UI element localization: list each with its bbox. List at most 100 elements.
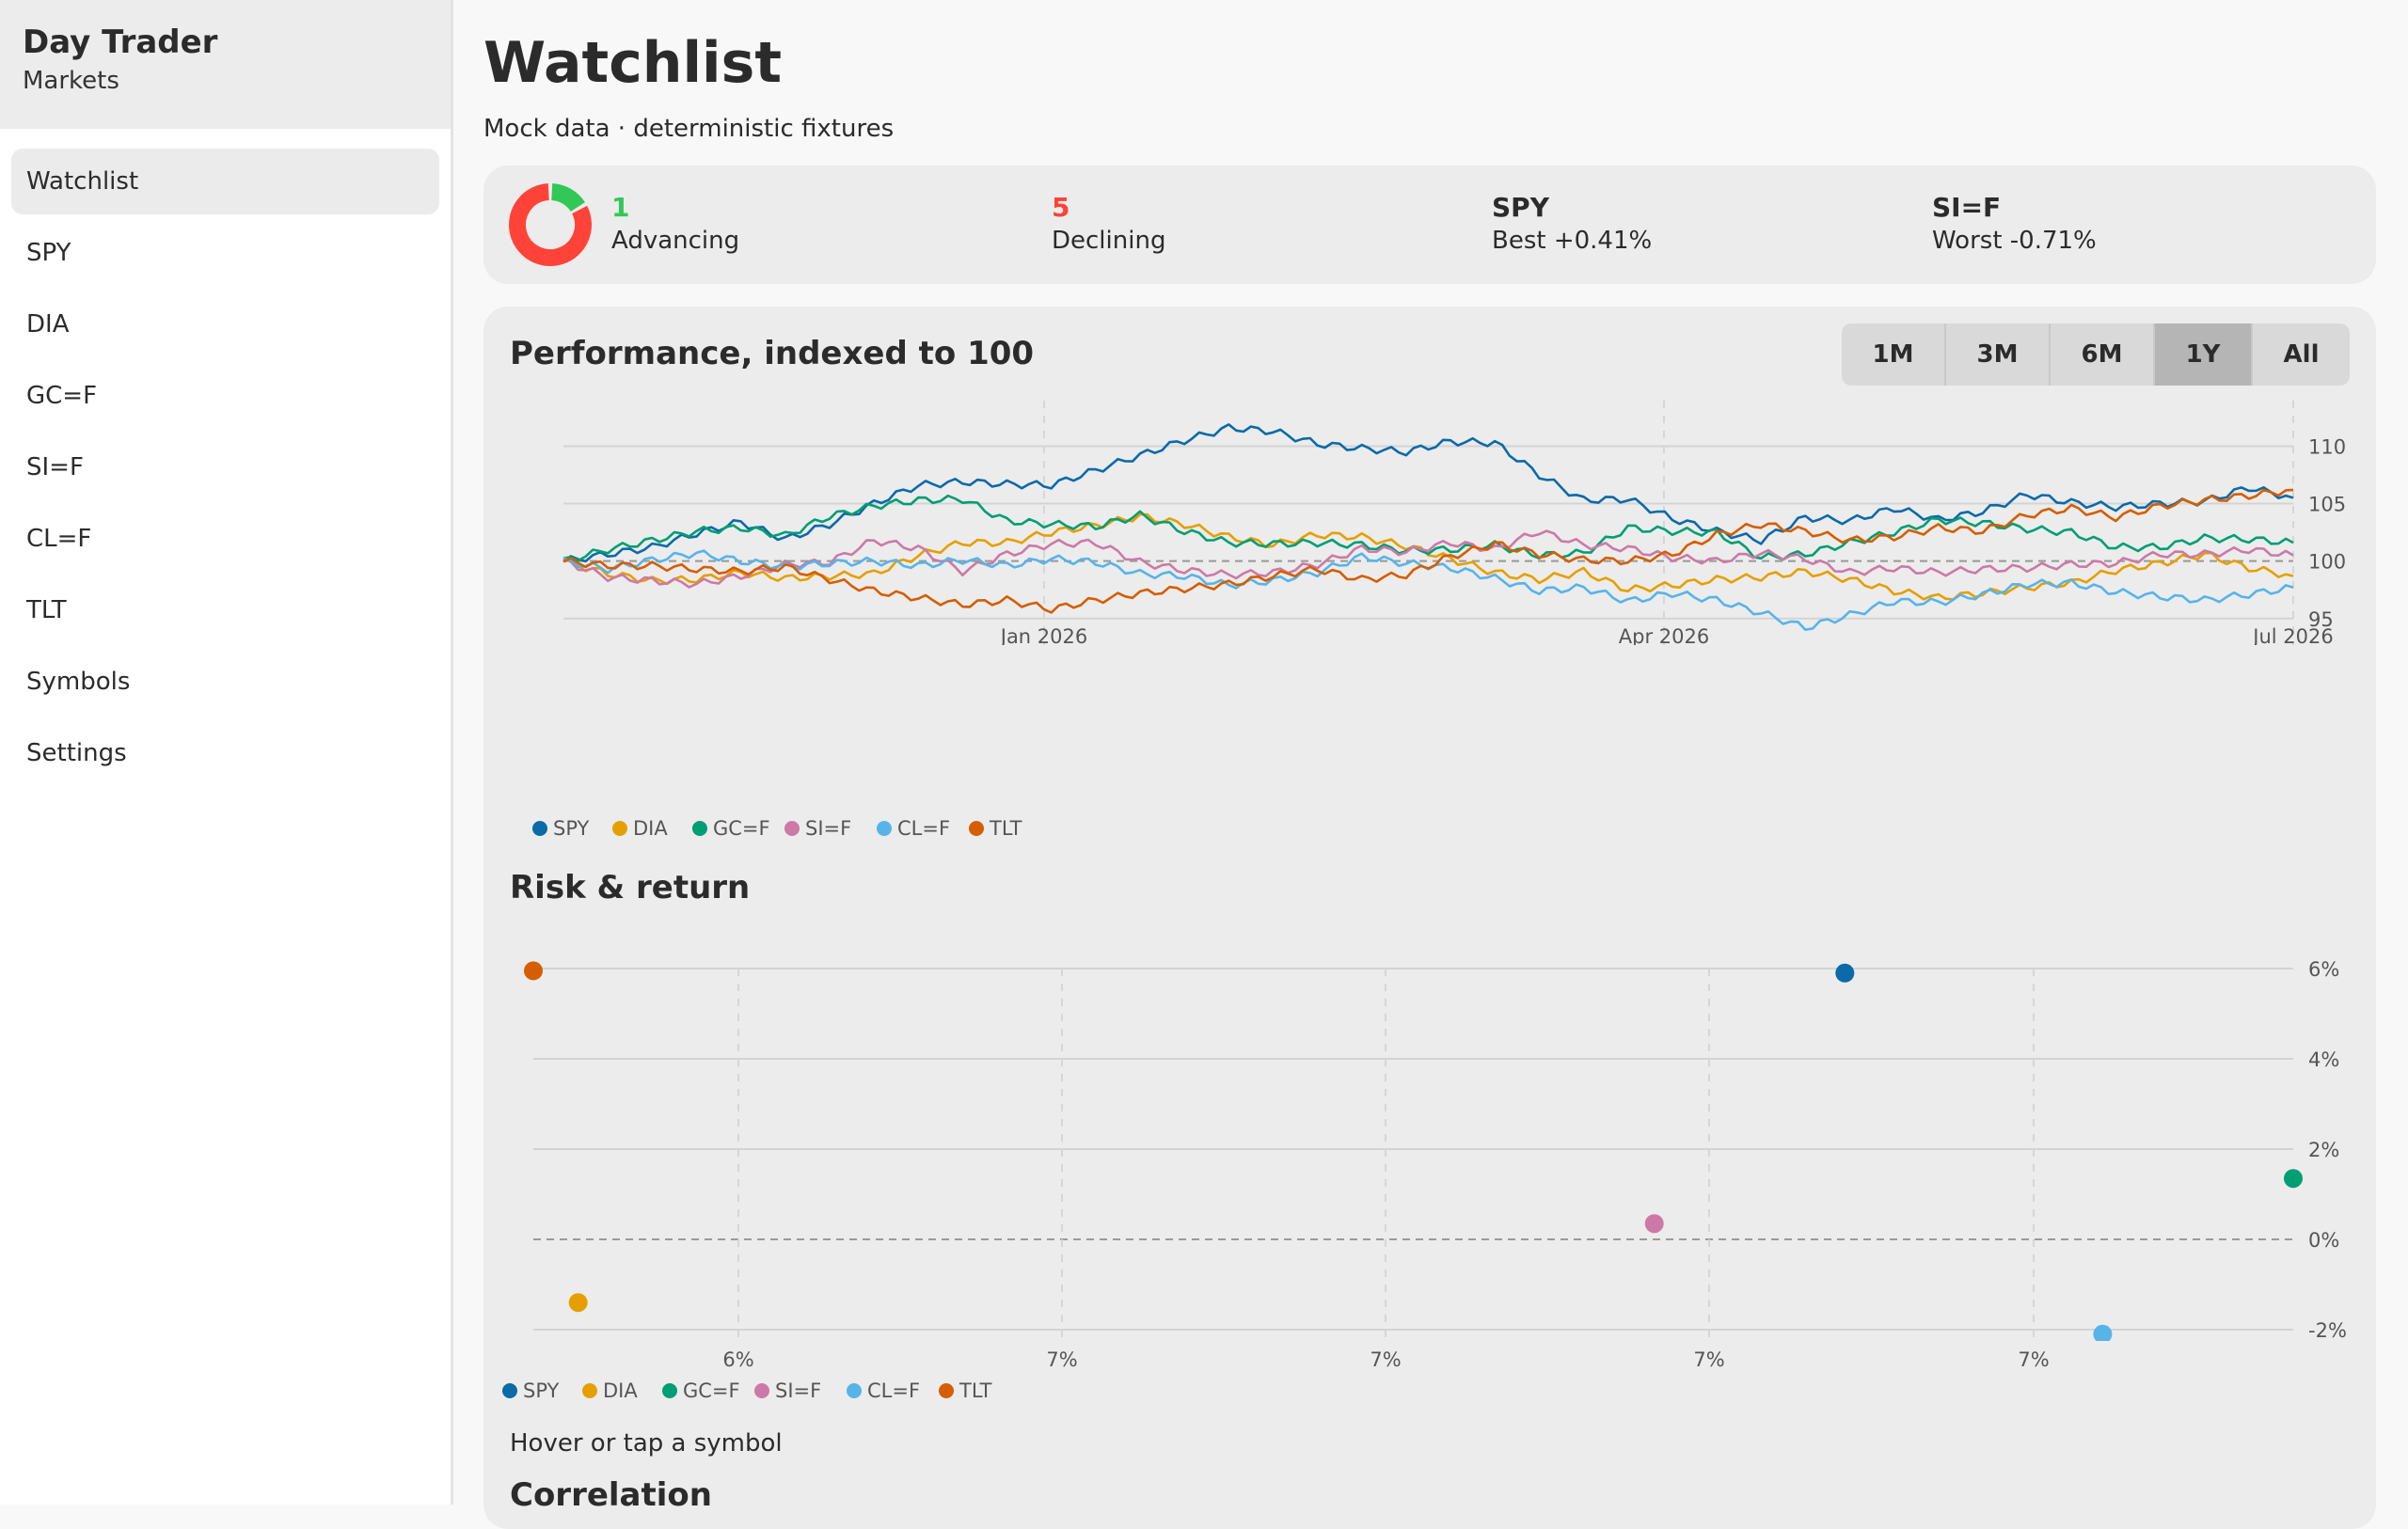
- performance-title: Performance, indexed to 100: [510, 335, 1035, 372]
- market-summary: 1 Advancing 5 Declining SPY Best +0.41% …: [483, 166, 2376, 284]
- perf-y-tick-label: 95: [2308, 608, 2334, 631]
- best-stat[interactable]: SPY Best +0.41%: [1492, 192, 1652, 258]
- range-6m-button[interactable]: 6M: [2051, 323, 2156, 386]
- sidebar-item-gc[interactable]: GC=F: [26, 382, 98, 410]
- risk-return-legend: SPY DIA GC=F SI=F CL=F TLT: [502, 1379, 992, 1402]
- performance-legend: SPY DIA GC=F SI=F CL=F TLT: [532, 817, 1022, 840]
- range-1y-button[interactable]: 1Y: [2155, 323, 2254, 386]
- range-selector: 1M 3M 6M 1Y All: [1842, 323, 2350, 386]
- hover-hint: Hover or tap a symbol: [510, 1429, 783, 1458]
- risk-y-tick-label: 0%: [2308, 1229, 2339, 1252]
- charts-card: Performance, indexed to 100 1M 3M 6M 1Y …: [483, 307, 2376, 1529]
- best-label: Best +0.41%: [1492, 227, 1653, 255]
- risk-point-tlt[interactable]: [524, 961, 543, 981]
- range-all-button[interactable]: All: [2283, 340, 2320, 369]
- app-title: Day Trader: [23, 24, 218, 61]
- perf-x-tick-label: Jan 2026: [999, 625, 1088, 645]
- perf-x-tick-label: Apr 2026: [1619, 625, 1709, 645]
- declining-count: 5: [1052, 192, 1070, 223]
- sidebar-item-settings[interactable]: Settings: [26, 739, 127, 767]
- advancing-label: Advancing: [611, 227, 740, 255]
- sidebar: Day Trader Markets Watchlist SPY DIA GC=…: [0, 0, 453, 1505]
- sidebar-header: Day Trader Markets: [0, 0, 451, 129]
- perf-series-line-gcf[interactable]: [562, 494, 2294, 562]
- worst-label: Worst -0.71%: [1932, 227, 2097, 255]
- risk-x-tick-label: 7%: [1693, 1348, 1724, 1369]
- risk-y-tick-label: 2%: [2308, 1139, 2339, 1161]
- declining-label: Declining: [1052, 227, 1166, 255]
- legend-swatch: [502, 1383, 517, 1398]
- sidebar-item-symbols[interactable]: Symbols: [26, 668, 131, 696]
- risk-x-tick-label: 7%: [1046, 1348, 1077, 1369]
- legend-swatch: [612, 821, 627, 836]
- donut-declining-segment: [509, 183, 592, 266]
- declining-stat: 5 Declining: [1052, 192, 1165, 258]
- legend-label[interactable]: GC=F: [683, 1379, 740, 1402]
- perf-series-line-sif[interactable]: [562, 529, 2294, 589]
- perf-y-tick-label: 100: [2308, 551, 2346, 574]
- advancing-stat: 1 Advancing: [611, 192, 739, 258]
- risk-y-tick-label: 4%: [2308, 1048, 2339, 1071]
- legend-label[interactable]: TLT: [989, 817, 1022, 840]
- legend-label[interactable]: TLT: [958, 1379, 992, 1402]
- perf-x-tick-label: Jul 2026: [2251, 625, 2333, 645]
- sidebar-item-cl[interactable]: CL=F: [26, 525, 92, 553]
- legend-label[interactable]: GC=F: [713, 817, 770, 840]
- risk-x-tick-label: 6%: [722, 1348, 753, 1369]
- legend-swatch: [532, 821, 547, 836]
- risk-point-spy[interactable]: [1835, 963, 1855, 983]
- legend-swatch: [939, 1383, 954, 1398]
- performance-line-chart[interactable]: 95 100 105 110 Jan 2026 Apr 2026 Jul 2026: [483, 401, 2376, 645]
- perf-series-line-tlt[interactable]: [562, 488, 2294, 614]
- risk-return-title: Risk & return: [510, 869, 751, 906]
- legend-label[interactable]: DIA: [633, 817, 668, 840]
- sidebar-item-si[interactable]: SI=F: [26, 453, 84, 481]
- page-subtitle: Mock data · deterministic fixtures: [483, 115, 895, 143]
- legend-swatch: [754, 1383, 769, 1398]
- risk-point-gcf[interactable]: [2284, 1169, 2303, 1189]
- sidebar-item-dia[interactable]: DIA: [26, 310, 70, 339]
- risk-y-tick-label: -2%: [2308, 1319, 2347, 1341]
- perf-series-line-dia[interactable]: [562, 512, 2294, 601]
- range-3m-button[interactable]: 3M: [1946, 323, 2052, 386]
- legend-swatch: [582, 1383, 597, 1398]
- risk-y-tick-label: 6%: [2308, 958, 2339, 981]
- risk-point-dia[interactable]: [568, 1293, 588, 1313]
- legend-swatch: [692, 821, 707, 836]
- legend-swatch: [784, 821, 800, 836]
- legend-swatch: [969, 821, 984, 836]
- perf-y-tick-label: 105: [2308, 494, 2346, 516]
- worst-stat[interactable]: SI=F Worst -0.71%: [1932, 192, 2097, 258]
- risk-return-scatter-chart[interactable]: 6% 4% 2% 0% -2%: [483, 927, 2376, 1341]
- legend-label[interactable]: SPY: [523, 1379, 560, 1402]
- legend-label[interactable]: SPY: [553, 817, 590, 840]
- best-symbol: SPY: [1492, 192, 1549, 223]
- sidebar-nav: Watchlist SPY DIA GC=F SI=F CL=F TLT Sym…: [0, 129, 451, 786]
- perf-series-line-spy[interactable]: [562, 423, 2294, 563]
- advancing-count: 1: [611, 192, 630, 223]
- worst-symbol: SI=F: [1932, 192, 2002, 223]
- sidebar-item-watchlist[interactable]: Watchlist: [11, 149, 439, 214]
- legend-label[interactable]: CL=F: [867, 1379, 920, 1402]
- correlation-title: Correlation: [510, 1476, 712, 1514]
- sidebar-item-spy[interactable]: SPY: [26, 239, 71, 267]
- legend-swatch: [662, 1383, 677, 1398]
- legend-label[interactable]: CL=F: [897, 817, 950, 840]
- risk-x-axis-labels: 6% 7% 7% 7% 7%: [722, 1348, 2049, 1369]
- perf-y-tick-label: 110: [2308, 435, 2346, 458]
- sidebar-item-tlt[interactable]: TLT: [26, 596, 67, 624]
- page-title: Watchlist: [483, 30, 783, 96]
- legend-label[interactable]: SI=F: [775, 1379, 821, 1402]
- app-subtitle: Markets: [23, 67, 119, 95]
- legend-label[interactable]: DIA: [603, 1379, 638, 1402]
- legend-swatch: [847, 1383, 862, 1398]
- risk-x-tick-label: 7%: [2018, 1348, 2049, 1369]
- risk-x-tick-label: 7%: [1370, 1348, 1401, 1369]
- donut-advancing-segment: [550, 183, 585, 213]
- breadth-donut-chart: [509, 183, 592, 266]
- risk-point-clf[interactable]: [2093, 1324, 2113, 1341]
- legend-label[interactable]: SI=F: [805, 817, 851, 840]
- range-1m-button[interactable]: 1M: [1842, 323, 1947, 386]
- legend-swatch: [877, 821, 892, 836]
- risk-point-sif[interactable]: [1644, 1214, 1664, 1234]
